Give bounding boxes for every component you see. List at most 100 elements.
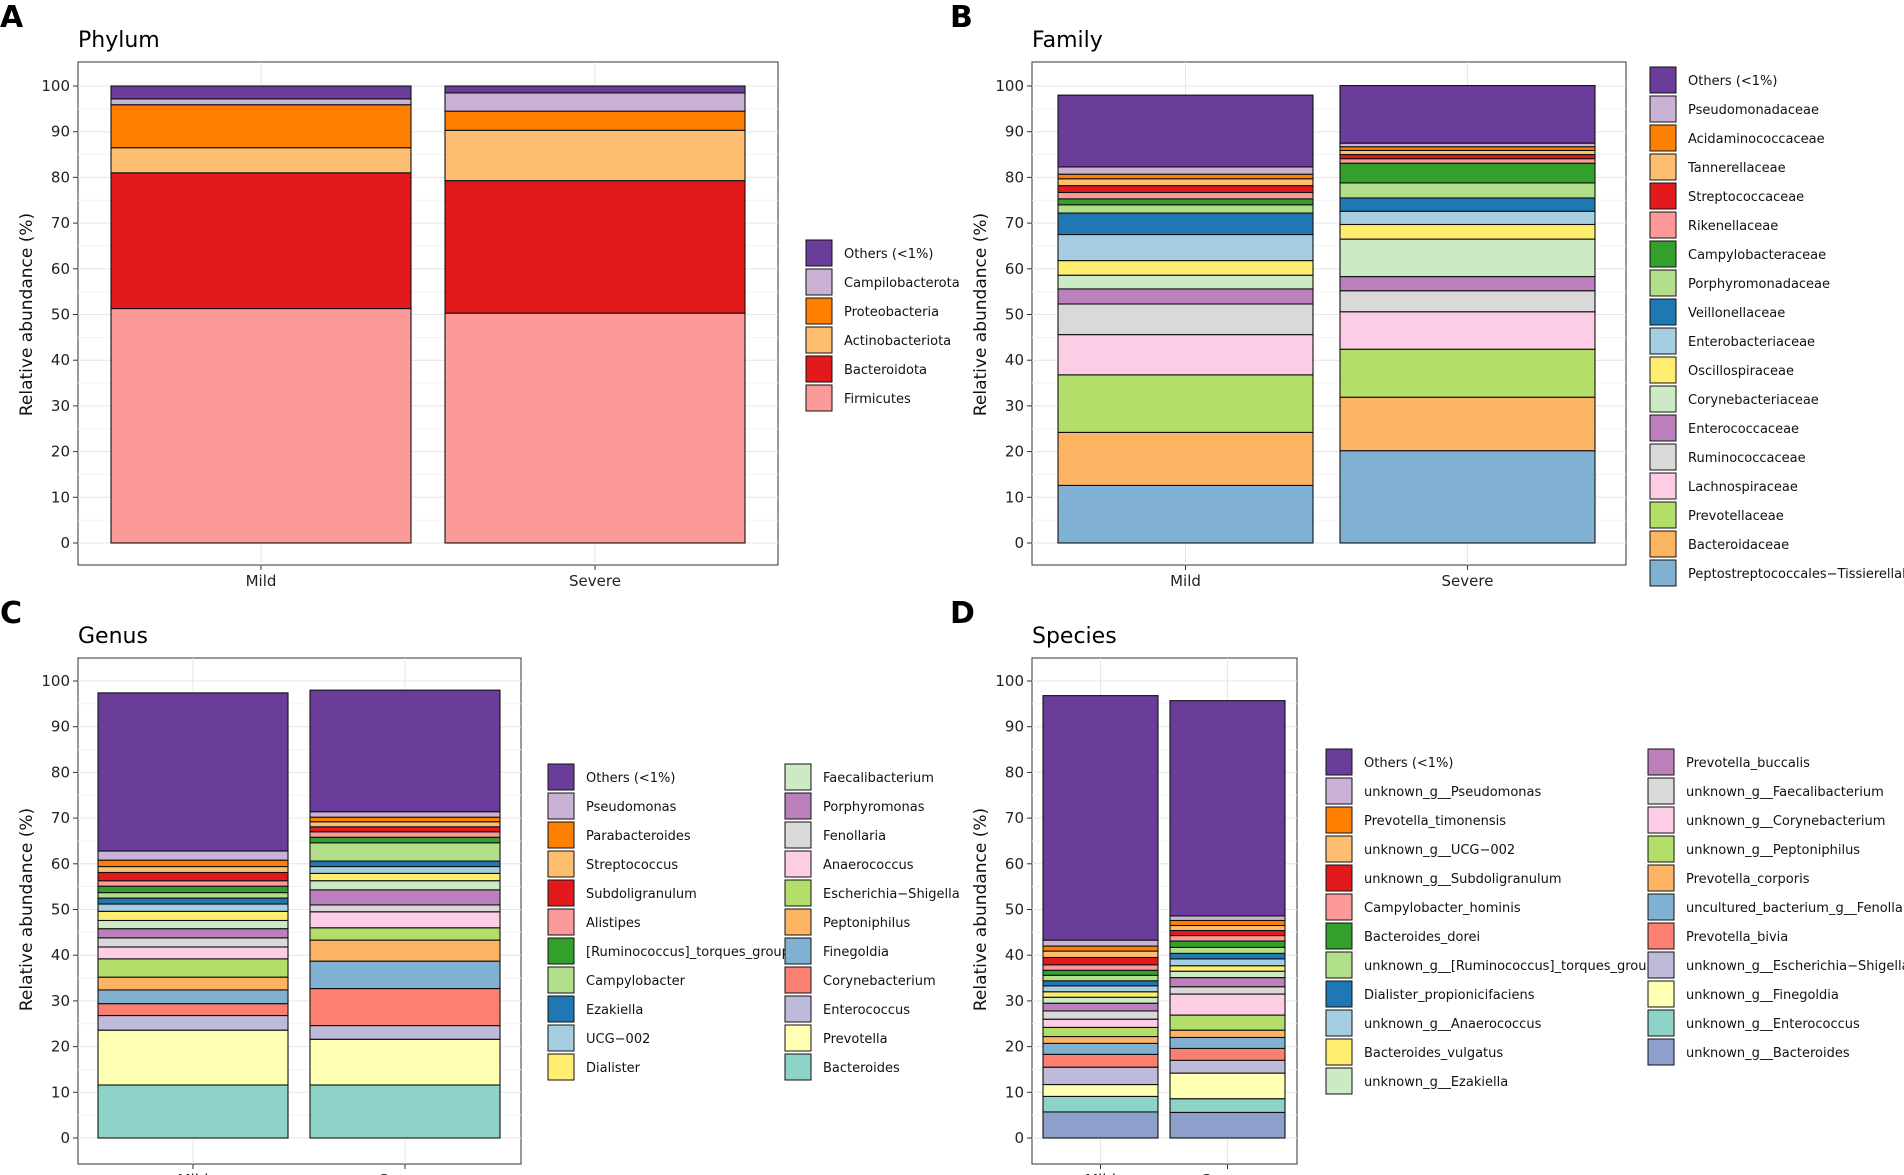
legend-swatch xyxy=(547,937,575,965)
legend-label: Bacteroidota xyxy=(844,363,927,378)
x-tick-label: Mild xyxy=(1085,1171,1116,1175)
bar-segment-unknown-g-ucg-002-mild xyxy=(1042,950,1159,959)
legend-label: Acidaminococcaceae xyxy=(1688,132,1825,147)
legend-label: Tannerellaceae xyxy=(1687,161,1786,176)
chart-title: Genus xyxy=(78,624,148,649)
bar-segment-unknown-g-ruminococcus-torques-group-severe xyxy=(1169,946,1286,954)
chart-title: Phylum xyxy=(78,28,160,53)
bar-segment-bacteroides-vulgatus-mild xyxy=(1042,991,1159,998)
legend-label: Anaerococcus xyxy=(823,858,914,873)
legend-swatch xyxy=(1649,95,1677,123)
legend-label: Porphyromonadaceae xyxy=(1688,277,1830,292)
bar-segment-unknown-g-anaerococcus-mild xyxy=(1042,985,1159,993)
legend-swatch xyxy=(1649,559,1677,587)
y-axis-title: Relative abundance (%) xyxy=(17,808,37,1011)
legend: Others (<1%) Pseudomonas Parabacteroides St… xyxy=(547,763,960,1081)
legend-swatch xyxy=(1647,951,1675,979)
legend-swatch xyxy=(784,995,812,1023)
y-tick-label: 40 xyxy=(1005,946,1024,964)
legend-swatch xyxy=(1649,443,1677,471)
y-tick-label: 10 xyxy=(51,1083,70,1101)
bars xyxy=(1042,695,1286,1139)
x-tick-label: Severe xyxy=(1202,1171,1254,1175)
legend-swatch xyxy=(784,792,812,820)
x-tick-label: Severe xyxy=(569,572,621,590)
bar-segment-unknown-g-subdoligranulum-severe xyxy=(1169,929,1286,937)
legend-label: unknown_g__Bacteroides xyxy=(1686,1046,1850,1061)
bar-segment-peptostreptococcales-tissierellales-severe xyxy=(1339,450,1596,544)
legend-swatch xyxy=(1649,66,1677,94)
legend-label: Campilobacterota xyxy=(844,276,960,291)
legend-swatch xyxy=(1649,240,1677,268)
y-tick-label: 50 xyxy=(51,901,70,919)
legend-label: unknown_g__Finegoldia xyxy=(1686,988,1839,1003)
legend-label: Subdoligranulum xyxy=(586,887,697,902)
legend-swatch xyxy=(1325,806,1353,834)
y-tick-label: 20 xyxy=(51,1038,70,1056)
legend-label: unknown_g__Subdoligranulum xyxy=(1364,872,1562,887)
bar-segment-unknown-g-escherichia-shigella-mild xyxy=(1042,1066,1159,1086)
legend-label: unknown_g__Enterococcus xyxy=(1686,1017,1860,1032)
legend-swatch xyxy=(1647,748,1675,776)
legend-swatch xyxy=(1325,1067,1353,1095)
y-tick-label: 60 xyxy=(1005,855,1024,873)
legend-swatch xyxy=(805,239,833,267)
y-tick-label: 90 xyxy=(1005,123,1024,141)
y-axis: 0 10 20 30 40 50 60 70 80 90 100 xyxy=(41,77,78,552)
y-tick-label: 0 xyxy=(1014,1129,1024,1147)
legend-label: Prevotella_timonensis xyxy=(1364,814,1506,829)
legend-label: Streptococcaceae xyxy=(1688,190,1804,205)
x-tick-label: Mild xyxy=(178,1171,209,1175)
legend-swatch xyxy=(1649,182,1677,210)
legend-label: Prevotellaceae xyxy=(1688,509,1784,524)
bar-segment-bacteroides-severe xyxy=(309,1084,501,1139)
legend-label: Faecalibacterium xyxy=(823,771,934,786)
y-tick-label: 20 xyxy=(51,443,70,461)
bar-segment-unknown-g-corynebacterium-mild xyxy=(1042,1018,1159,1028)
y-tick-label: 30 xyxy=(1005,397,1024,415)
bar-segment-prevotella-corporis-severe xyxy=(1169,1029,1286,1039)
bar-segment-corynebacterium-severe xyxy=(309,988,501,1027)
y-tick-label: 40 xyxy=(51,351,70,369)
legend-label: Firmicutes xyxy=(844,392,911,407)
y-tick-label: 0 xyxy=(1014,534,1024,552)
legend-swatch xyxy=(547,850,575,878)
legend: Others (<1%) Pseudomonadaceae Acidaminococ… xyxy=(1649,66,1904,587)
bar-segment-prevotella-timonensis-mild xyxy=(1042,945,1159,952)
legend-swatch xyxy=(1649,211,1677,239)
bar-segment-prevotella-bivia-severe xyxy=(1169,1047,1286,1061)
bar-segment-campylobacter-hominis-mild xyxy=(1042,964,1159,971)
legend-label: Prevotella_bivia xyxy=(1686,930,1788,945)
y-tick-label: 80 xyxy=(1005,168,1024,186)
legend-swatch xyxy=(1325,777,1353,805)
legend-label: unknown_g__Pseudomonas xyxy=(1364,785,1541,800)
legend-label: Peptoniphilus xyxy=(823,916,910,931)
bar-segment-prevotella-buccalis-severe xyxy=(1169,977,1286,988)
y-tick-label: 100 xyxy=(995,672,1024,690)
legend-label: Oscillospiraceae xyxy=(1688,364,1794,379)
y-tick-label: 30 xyxy=(51,992,70,1010)
y-axis: 0 10 20 30 40 50 60 70 80 90 100 xyxy=(995,672,1032,1147)
legend-label: unknown_g__Faecalibacterium xyxy=(1686,785,1884,800)
panel-letter: D xyxy=(950,596,975,631)
bar-segment-firmicutes-mild xyxy=(110,308,412,544)
bar-segment-unknown-g-faecalibacterium-mild xyxy=(1042,1010,1159,1020)
legend-label: unknown_g__UCG−002 xyxy=(1364,843,1515,858)
legend-swatch xyxy=(1325,864,1353,892)
bar-segment-others-1-severe xyxy=(309,689,501,813)
legend-label: Ruminococcaceae xyxy=(1688,451,1806,466)
legend-label: Others (<1%) xyxy=(1364,756,1453,771)
legend-label: unknown_g__Anaerococcus xyxy=(1364,1017,1542,1032)
legend: Others (<1%) unknown_g__Pseudomonas Prevot… xyxy=(1325,748,1904,1095)
y-tick-label: 80 xyxy=(51,763,70,781)
y-tick-label: 70 xyxy=(1005,214,1024,232)
legend-label: Porphyromonas xyxy=(823,800,925,815)
legend-swatch xyxy=(547,1024,575,1052)
legend-swatch xyxy=(1325,1038,1353,1066)
bar-segment-corynebacteriaceae-severe xyxy=(1339,238,1596,278)
legend-swatch xyxy=(1325,835,1353,863)
legend-swatch xyxy=(1649,356,1677,384)
bars xyxy=(110,85,746,544)
legend-label: Streptococcus xyxy=(586,858,678,873)
